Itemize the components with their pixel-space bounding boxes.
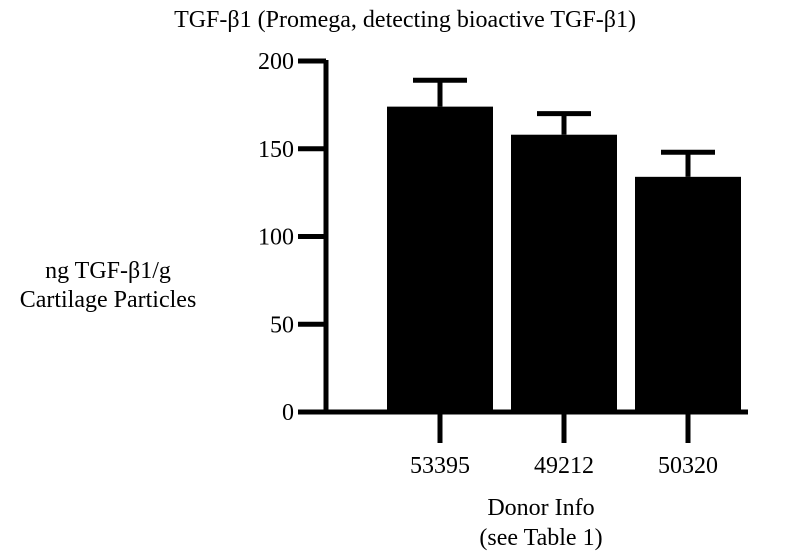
bar-53395 — [387, 106, 493, 412]
x-tick-label-49212: 49212 — [534, 453, 594, 479]
bars-layer — [387, 106, 741, 412]
bar-50320 — [635, 176, 741, 412]
y-tick-label-50: 50 — [270, 312, 294, 338]
error-bars-layer — [413, 77, 715, 177]
y-tick-label-150: 150 — [258, 137, 294, 163]
y-ticks-layer: 0 50 100 150 200 — [258, 49, 326, 426]
x-axis-label-line-1: Donor Info — [487, 495, 594, 521]
x-tick-label-50320: 50320 — [658, 453, 718, 479]
x-ticks-layer: 53395 49212 50320 — [410, 412, 718, 479]
y-tick-label-100: 100 — [258, 225, 294, 251]
y-axis-label-line-1: ng TGF-β1/g — [45, 258, 171, 284]
y-tick-label-200: 200 — [258, 49, 294, 75]
x-tick-label-53395: 53395 — [410, 453, 470, 479]
y-axis-label-line-2: Cartilage Particles — [20, 287, 197, 313]
y-tick-label-0: 0 — [282, 400, 294, 426]
bar-49212 — [511, 134, 617, 412]
x-axis-label-line-2: (see Table 1) — [479, 525, 602, 551]
chart-title: TGF-β1 (Promega, detecting bioactive TGF… — [174, 7, 636, 33]
